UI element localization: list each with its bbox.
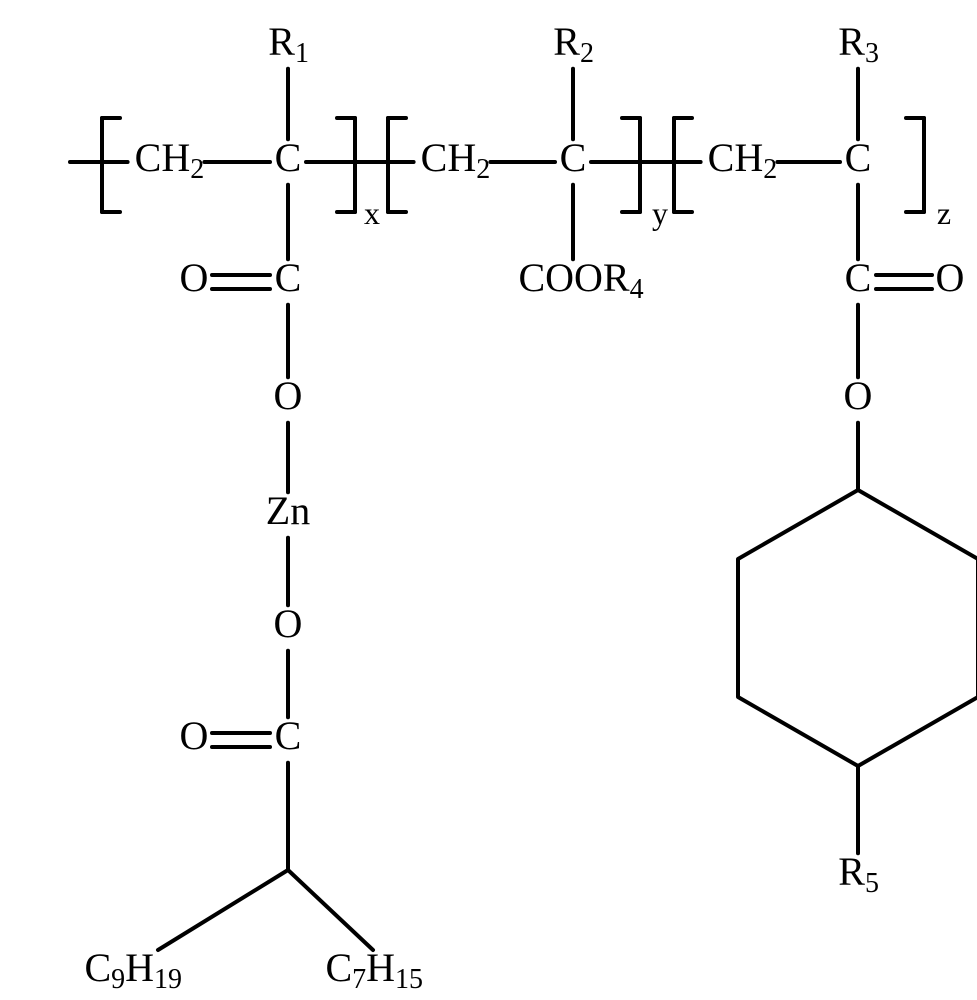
atom-label-C_chain: C (275, 713, 302, 758)
atom-label-O3: O (936, 255, 965, 300)
atom-label-O_chain1: O (274, 373, 303, 418)
atom-label-O_right: O (844, 373, 873, 418)
atom-label-Cb: C (560, 135, 587, 180)
atom-label-O_chainD: O (180, 713, 209, 758)
bracket-subscript: y (652, 195, 668, 231)
bracket-subscript: z (937, 195, 951, 231)
atom-label-COOR4: COOR4 (518, 255, 643, 305)
atom-label-C1: C (275, 255, 302, 300)
atom-label-Ca: C (275, 135, 302, 180)
atom-label-O1: O (180, 255, 209, 300)
atom-label-O_chain2: O (274, 601, 303, 646)
atom-label-Zn: Zn (266, 488, 310, 533)
atom-label-C3: C (845, 255, 872, 300)
chemical-structure-diagram: xyzR1R2R3CH2CCH2CCH2COCCOOR4COOZnOCOOC9H… (0, 0, 977, 1000)
atom-label-Cc: C (845, 135, 872, 180)
bracket-subscript: x (364, 195, 380, 231)
